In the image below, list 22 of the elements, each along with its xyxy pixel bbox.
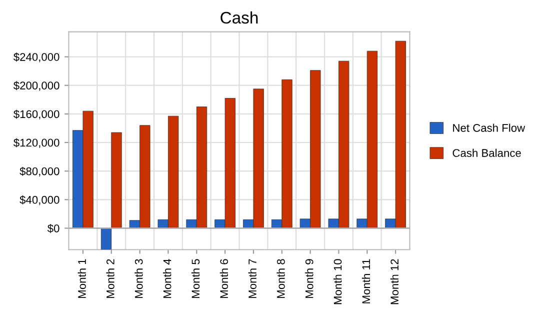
- x-tick-label: Month 4: [163, 258, 172, 298]
- x-tick-label: Month 9: [305, 259, 314, 298]
- y-tick-label: $0: [47, 224, 60, 233]
- x-tick-label: Month 11: [362, 259, 370, 304]
- y-tick-label: $200,000: [14, 81, 60, 91]
- y-tick-label: $240,000: [14, 52, 60, 62]
- y-tick-label: $40,000: [20, 195, 60, 206]
- x-tick-label: Month 7: [248, 259, 256, 298]
- x-tick-label: Month 1: [78, 259, 86, 298]
- x-tick-label: Month 3: [134, 259, 143, 298]
- x-tick-label: Month 10: [334, 259, 342, 304]
- legend-label: Cash Balance: [452, 148, 521, 157]
- x-tick-label: Month 12: [390, 259, 399, 304]
- y-tick-label: $120,000: [14, 138, 60, 148]
- x-tick-label: Month 6: [220, 259, 228, 298]
- chart-title: Cash: [220, 11, 258, 24]
- x-tick-label: Month 5: [191, 259, 200, 298]
- x-tick-label: Month 2: [106, 259, 114, 298]
- y-tick-label: $160,000: [14, 110, 60, 120]
- x-tick-label: Month 8: [276, 259, 285, 298]
- legend-label: Net Cash Flow: [453, 124, 526, 132]
- y-tick-label: $80,000: [20, 166, 60, 177]
